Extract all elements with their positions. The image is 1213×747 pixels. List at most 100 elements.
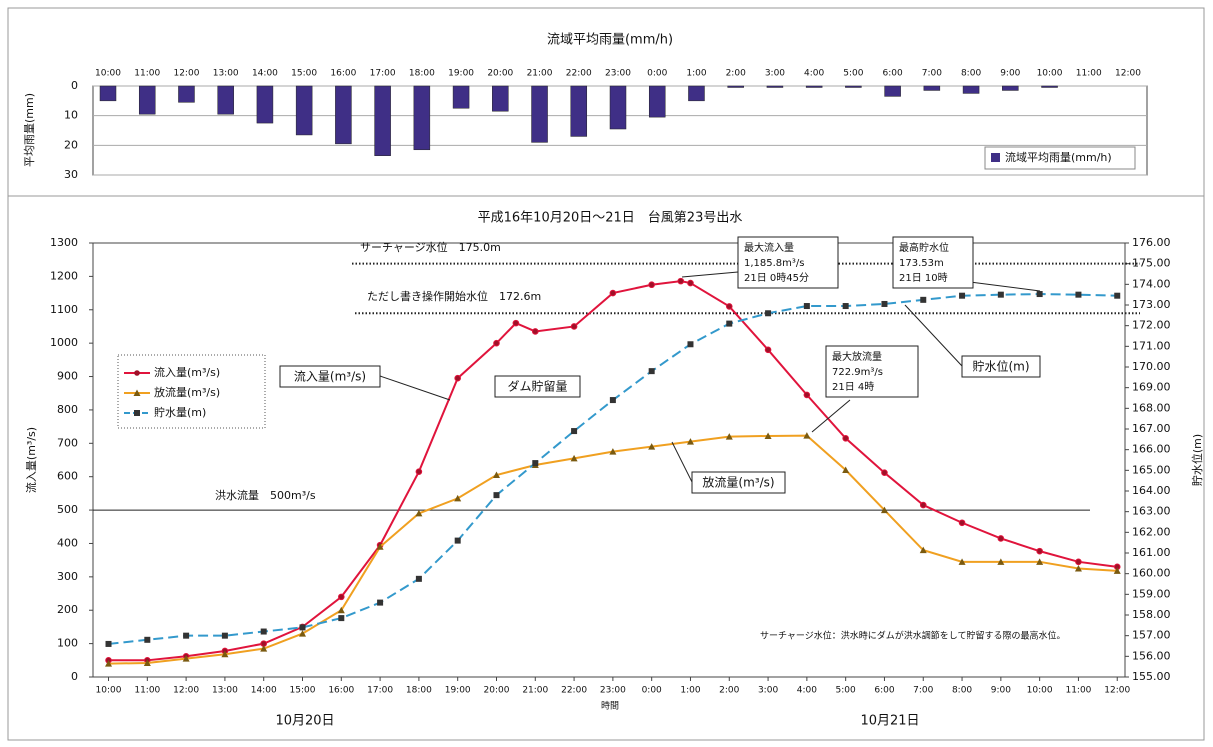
marker — [183, 632, 190, 639]
x-tick-label: 20:00 — [487, 69, 513, 79]
marker — [377, 599, 384, 606]
y-tick-label: 20 — [64, 138, 78, 151]
y-tick-label: 1000 — [50, 336, 78, 349]
marker — [1036, 291, 1043, 298]
marker — [493, 339, 500, 347]
x-tick-label: 20:00 — [484, 686, 510, 696]
bar — [923, 85, 941, 91]
bar — [609, 85, 627, 130]
marker — [571, 428, 578, 435]
y-tick-label: 1100 — [50, 303, 78, 316]
bar — [138, 85, 156, 115]
x-tick-label: 8:00 — [952, 686, 972, 696]
x-tick-label: 1:00 — [680, 686, 700, 696]
x-label: 時間 — [601, 701, 619, 712]
legend-label: 流域平均雨量(mm/h) — [1005, 150, 1112, 164]
y-tick-label: 1200 — [50, 269, 78, 282]
marker — [338, 593, 345, 601]
legend-marker — [134, 370, 140, 376]
marker — [648, 368, 655, 375]
marker — [803, 432, 811, 439]
reference-label: 洪水流量 500m³/s — [215, 488, 316, 502]
callout-text: 最大流入量 — [744, 241, 794, 254]
marker — [338, 615, 345, 622]
x-tick-label: 18:00 — [406, 686, 432, 696]
marker — [337, 606, 345, 614]
y-tick-label: 400 — [57, 536, 78, 549]
x-tick-label: 19:00 — [445, 686, 471, 696]
legend-swatch — [991, 153, 1000, 162]
legend-marker — [134, 410, 140, 416]
marker — [609, 448, 617, 455]
y-tick-label: 200 — [57, 603, 78, 616]
y2-tick-label: 172.00 — [1132, 319, 1171, 332]
x-tick-label: 13:00 — [213, 69, 239, 79]
marker — [260, 645, 268, 652]
callout-box — [279, 365, 381, 388]
x-tick-label: 17:00 — [367, 686, 393, 696]
x-tick-label: 21:00 — [527, 69, 553, 79]
callout-text: 21日 0時45分 — [744, 272, 809, 284]
bar — [1041, 85, 1058, 88]
marker — [842, 466, 850, 474]
callout-pointer — [379, 375, 451, 401]
plot-area — [92, 242, 1126, 678]
marker — [842, 303, 849, 310]
bar — [413, 85, 431, 151]
x-tick-label: 2:00 — [719, 686, 739, 696]
y2-tick-label: 168.00 — [1132, 401, 1171, 414]
bar — [766, 85, 784, 88]
legend-box — [984, 146, 1136, 170]
marker — [570, 454, 578, 462]
callout-box — [825, 345, 919, 398]
marker — [687, 341, 694, 348]
legend-box — [117, 354, 266, 429]
chart-title: 平成16年10月20日～21日 台風第23号出水 — [478, 211, 743, 226]
marker — [299, 630, 307, 637]
marker — [105, 660, 113, 667]
marker — [1074, 565, 1082, 572]
marker — [221, 650, 229, 658]
bar — [1002, 85, 1019, 91]
marker — [454, 537, 461, 544]
y2-tick-label: 167.00 — [1132, 422, 1171, 435]
marker — [648, 443, 656, 450]
x-tick-label: 11:00 — [134, 686, 160, 696]
series-line — [108, 280, 1118, 662]
x-tick-label: 4:00 — [797, 686, 817, 696]
marker — [493, 492, 500, 499]
marker — [182, 655, 190, 662]
marker — [686, 438, 694, 445]
marker — [570, 323, 578, 330]
x-tick-label: 9:00 — [1000, 69, 1020, 79]
callout-pointer — [811, 399, 851, 433]
bar — [727, 85, 744, 88]
callout-text: 流入量(m³/s) — [294, 370, 366, 384]
x-tick-label: 19:00 — [448, 69, 474, 79]
bar — [570, 85, 588, 137]
rain-y-label: 平均雨量(mm) — [23, 93, 36, 167]
y-label: 流入量(m³/s) — [24, 427, 38, 493]
x-tick-label: 14:00 — [251, 686, 277, 696]
bar — [845, 85, 862, 88]
bar — [805, 85, 823, 88]
x-tick-label: 11:00 — [1065, 686, 1091, 696]
y2-tick-label: 170.00 — [1132, 360, 1171, 373]
callout-pointer — [671, 441, 693, 483]
legend-label: 流入量(m³/s) — [154, 365, 220, 379]
marker — [512, 319, 520, 327]
x-tick-label: 12:00 — [173, 69, 199, 79]
marker — [997, 535, 1005, 542]
marker — [531, 328, 539, 335]
y2-tick-label: 163.00 — [1132, 505, 1171, 518]
y2-tick-label: 160.00 — [1132, 567, 1171, 580]
callout-text: 173.53m — [899, 258, 944, 269]
callout-box — [737, 236, 839, 289]
y2-tick-label: 157.00 — [1132, 629, 1171, 642]
bar — [374, 85, 391, 156]
x-tick-label: 0:00 — [647, 69, 667, 79]
y-tick-label: 600 — [57, 470, 78, 483]
marker — [803, 391, 811, 399]
marker — [415, 509, 423, 517]
y2-tick-label: 155.00 — [1132, 670, 1171, 683]
